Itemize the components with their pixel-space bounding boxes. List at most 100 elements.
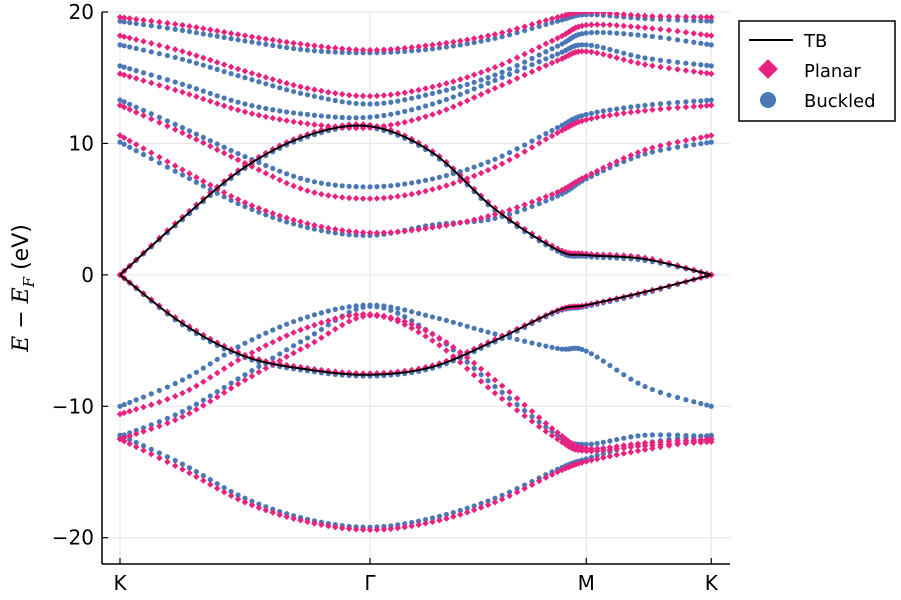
planar-point (318, 319, 325, 327)
buckled-point (332, 230, 338, 236)
buckled-point (657, 34, 664, 41)
buckled-point (277, 108, 283, 114)
planar-point (248, 110, 256, 117)
buckled-point (422, 103, 429, 109)
buckled-point (536, 201, 542, 207)
planar-point (140, 447, 147, 454)
planar-point (171, 462, 179, 469)
buckled-point (256, 363, 262, 370)
planar-point (241, 159, 249, 167)
buckled-point (263, 41, 269, 47)
buckled-point (291, 221, 297, 227)
buckled-point (207, 90, 213, 97)
planar-point (156, 398, 163, 406)
buckled-point (416, 47, 422, 53)
buckled-point (583, 441, 589, 447)
buckled-point (450, 509, 456, 516)
buckled-point (311, 331, 318, 337)
buckled-point (235, 73, 241, 79)
buckled-point (164, 384, 171, 390)
buckled-point (353, 306, 359, 312)
planar-point (345, 312, 353, 319)
planar-point (227, 30, 235, 37)
buckled-point (395, 310, 401, 316)
buckled-point (499, 153, 505, 159)
buckled-point (543, 343, 549, 349)
buckled-point (554, 51, 561, 57)
buckled-point (457, 169, 463, 175)
planar-point (477, 378, 485, 385)
buckled-point (409, 318, 415, 324)
buckled-point (228, 488, 234, 495)
planar-point (373, 526, 381, 533)
buckled-point (200, 365, 206, 371)
planar-point (186, 91, 193, 98)
buckled-point (297, 223, 304, 229)
buckled-point (367, 184, 373, 190)
planar-point (283, 332, 290, 339)
buckled-point (614, 106, 620, 112)
planar-point (140, 403, 147, 411)
buckled-point (164, 454, 171, 460)
planar-point (207, 143, 214, 150)
buckled-point (179, 377, 186, 383)
buckled-point (256, 209, 262, 215)
buckled-point (367, 303, 373, 309)
planar-point (171, 20, 179, 28)
buckled-point (140, 21, 147, 28)
planar-point (506, 388, 513, 396)
planar-point (297, 218, 304, 226)
axes (101, 11, 730, 565)
planar-point (338, 194, 346, 201)
buckled-point (193, 469, 199, 475)
buckled-point (242, 101, 248, 107)
planar-point (583, 116, 590, 123)
planar-point (200, 139, 207, 147)
planar-point (352, 228, 360, 236)
buckled-point (228, 36, 234, 42)
buckled-point (621, 158, 627, 165)
planar-point (255, 345, 263, 353)
buckled-point (579, 42, 585, 48)
buckled-point (318, 48, 324, 54)
planar-point (304, 324, 311, 331)
planar-point (548, 132, 556, 140)
buckled-point (666, 100, 672, 106)
buckled-point (360, 304, 366, 310)
ylabel-unit: (eV) (9, 224, 34, 277)
planar-point (140, 77, 147, 84)
buckled-point (297, 175, 304, 181)
buckled-point (485, 80, 491, 86)
planar-point (318, 334, 325, 342)
planar-point (429, 337, 436, 344)
buckled-point (256, 40, 262, 46)
planar-point (186, 410, 193, 417)
planar-point (491, 63, 499, 71)
planar-point (248, 33, 256, 41)
buckled-point (492, 72, 498, 78)
buckled-point (270, 42, 276, 49)
buckled-point (388, 99, 394, 105)
buckled-point (256, 104, 262, 110)
planar-point (394, 90, 402, 98)
buckled-point (464, 41, 470, 47)
buckled-point (485, 498, 491, 504)
buckled-point (457, 321, 463, 327)
planar-point (290, 118, 297, 126)
planar-point (634, 108, 642, 115)
buckled-point (657, 101, 664, 107)
buckled-point (436, 174, 443, 180)
planar-point (456, 219, 464, 226)
buckled-point (506, 211, 513, 217)
planar-point (318, 521, 325, 529)
planar-point (140, 428, 147, 435)
planar-point (498, 382, 506, 390)
buckled-point (207, 138, 213, 144)
buckled-point (325, 96, 331, 102)
buckled-point (666, 58, 672, 64)
buckled-point (214, 141, 220, 147)
buckled-point (148, 72, 154, 78)
y-tick-label: 10 (69, 131, 94, 155)
buckled-point (628, 156, 634, 162)
planar-point (304, 84, 311, 92)
